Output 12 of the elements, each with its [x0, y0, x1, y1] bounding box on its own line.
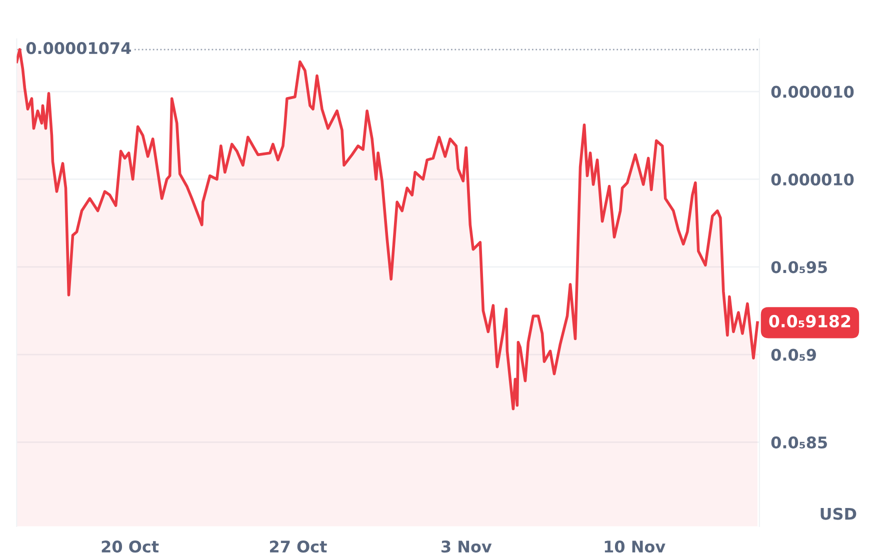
annotation: 0.0₅9182 — [769, 314, 850, 328]
y-tick-label: 0.000010 — [771, 86, 854, 98]
y-tick-label: 0.000010 — [771, 173, 854, 186]
y-tick-label: 0.0₅85 — [771, 436, 827, 449]
x-tick-label: 20 Oct — [102, 540, 159, 553]
y-tick-label: 0.0₅9 — [771, 348, 816, 361]
y-tick-label: 0.0₅95 — [771, 261, 827, 274]
x-tick-label: 3 Nov — [442, 540, 492, 553]
x-tick-label: 10 Nov — [604, 540, 666, 553]
ref-line-label: 0.00001074 — [26, 42, 131, 54]
x-tick-label: 27 Oct — [270, 540, 327, 553]
text: USD — [820, 508, 856, 520]
